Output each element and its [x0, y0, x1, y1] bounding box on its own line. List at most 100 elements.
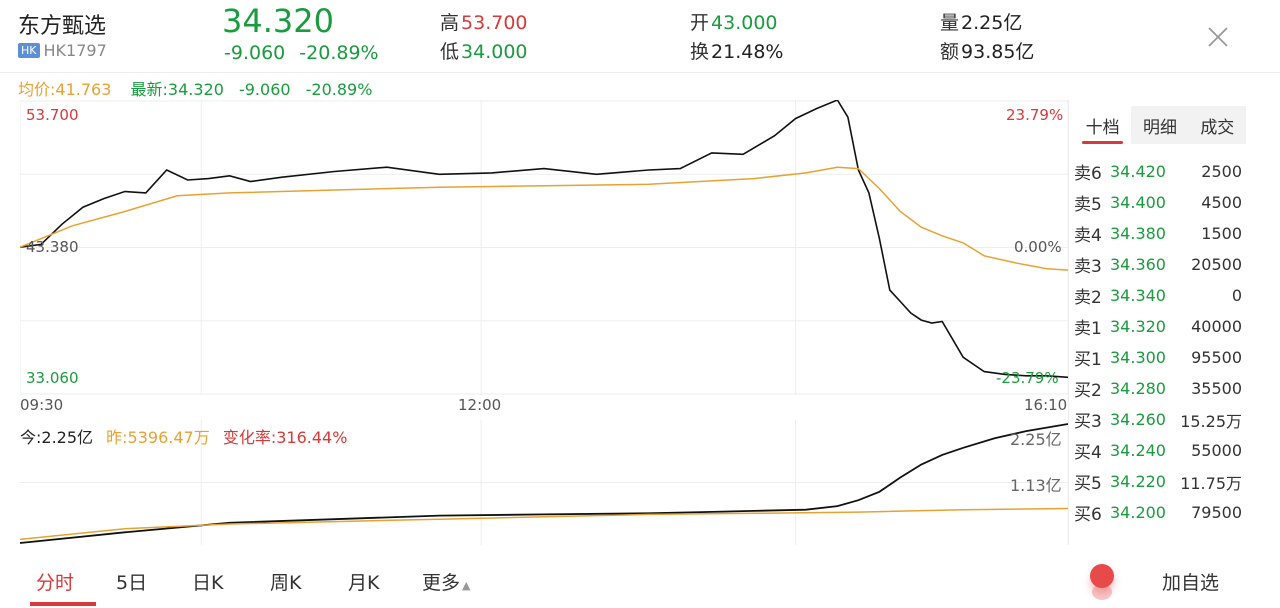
bid-row: 买5 34.220 11.75万	[1074, 466, 1246, 497]
amount-value: 93.85亿	[961, 41, 1035, 63]
bid-row: 买1 34.300 95500	[1074, 342, 1246, 373]
stock-name: 东方甄选	[18, 14, 107, 39]
level-qty: 40000	[1191, 317, 1242, 336]
close-icon[interactable]	[1206, 25, 1230, 49]
open-stat: 开 43.000	[690, 12, 778, 34]
tab-ten-levels[interactable]: 十档	[1074, 106, 1132, 144]
y-mid-label: 43.380	[26, 238, 79, 256]
latest-price: 34.320	[167, 80, 224, 99]
level-label: 卖6	[1074, 164, 1102, 184]
level-qty: 1500	[1201, 224, 1242, 243]
tab-weekly-k[interactable]: 周K	[270, 572, 302, 594]
tab-daily-k[interactable]: 日K	[192, 572, 224, 594]
chart-legend: 均价:41.763 最新:34.320 -9.060 -20.89%	[18, 80, 373, 99]
volume-max-label: 2.25亿	[1010, 430, 1062, 449]
level-qty: 15.25万	[1180, 411, 1242, 431]
ask-row: 卖1 34.320 40000	[1074, 311, 1246, 342]
avg-price-line	[20, 166, 1068, 271]
level-price: 34.260	[1110, 410, 1166, 429]
level-label: 卖4	[1074, 226, 1102, 246]
level-qty: 55000	[1191, 441, 1242, 460]
bid-row: 买6 34.200 79500	[1074, 497, 1246, 528]
level-qty: 95500	[1191, 348, 1242, 367]
volume-lines	[20, 423, 1068, 544]
tab-details[interactable]: 明细	[1131, 106, 1189, 144]
level-label: 买3	[1074, 412, 1102, 432]
level-price: 34.400	[1110, 193, 1166, 212]
volume-change-rate: 316.44%	[276, 428, 348, 447]
volume-today: 2.25亿	[41, 428, 94, 447]
bid-row: 买4 34.240 55000	[1074, 435, 1246, 466]
level-label: 卖1	[1074, 319, 1102, 339]
volume-yesterday: 5396.47万	[127, 428, 210, 447]
exchange-badge: HK	[18, 43, 40, 58]
turnover-value: 21.48%	[711, 41, 784, 63]
volume-legend: 今:2.25亿 昨:5396.47万 变化率:316.44%	[20, 428, 348, 447]
level-price: 34.220	[1110, 472, 1166, 491]
tab-more[interactable]: 更多 ▲	[422, 568, 470, 595]
add-watchlist-button[interactable]: 加自选	[1162, 572, 1220, 594]
x-tick-close: 16:10	[1024, 396, 1068, 414]
tab-trades[interactable]: 成交	[1188, 106, 1246, 144]
level-price: 34.300	[1110, 348, 1166, 367]
volume-stat: 量 2.25亿	[940, 12, 1023, 34]
level-qty: 79500	[1191, 503, 1242, 522]
tab-5day[interactable]: 5日	[116, 572, 148, 594]
level-label: 卖5	[1074, 195, 1102, 215]
level-label: 买5	[1074, 474, 1102, 494]
ask-row: 卖3 34.360 20500	[1074, 249, 1246, 280]
level-price: 34.280	[1110, 379, 1166, 398]
level-price: 34.320	[1110, 317, 1166, 336]
add-watchlist-icon[interactable]	[1090, 564, 1114, 588]
ask-row: 卖4 34.380 1500	[1074, 218, 1246, 249]
price-grid	[20, 100, 1068, 395]
bid-row: 买3 34.260 15.25万	[1074, 404, 1246, 435]
ask-row: 卖5 34.400 4500	[1074, 187, 1246, 218]
intraday-price-chart[interactable]	[20, 100, 1068, 395]
ask-row: 卖2 34.340 0	[1074, 280, 1246, 311]
level-price: 34.420	[1110, 162, 1166, 181]
current-price: 34.320	[222, 2, 334, 40]
add-shadow	[1092, 584, 1112, 600]
turnover-stat: 换 21.48%	[690, 41, 784, 63]
open-value: 43.000	[711, 12, 778, 34]
price-change-pct: -20.89%	[299, 42, 379, 64]
high-stat: 高 53.700	[440, 12, 528, 34]
level-label: 买4	[1074, 443, 1102, 463]
level-label: 买1	[1074, 350, 1102, 370]
level-qty: 20500	[1191, 255, 1242, 274]
level-label: 卖3	[1074, 257, 1102, 277]
x-tick-open: 09:30	[20, 396, 64, 414]
divider	[0, 72, 1280, 73]
ask-row: 卖6 34.420 2500	[1074, 156, 1246, 187]
tab-intraday[interactable]: 分时	[36, 572, 75, 594]
bid-row: 买2 34.280 35500	[1074, 373, 1246, 404]
x-tick-noon: 12:00	[458, 396, 502, 414]
latest-pct: -20.89%	[305, 80, 373, 99]
price-change: -9.060 -20.89%	[224, 42, 379, 64]
pct-mid-label: 0.00%	[1014, 238, 1062, 256]
pct-top-label: 23.79%	[1006, 106, 1064, 124]
stock-code-text: HK1797	[43, 41, 107, 60]
active-tab-indicator	[30, 602, 96, 606]
volume-chart[interactable]	[20, 420, 1068, 545]
level-price: 34.340	[1110, 286, 1166, 305]
panel-divider	[1068, 100, 1069, 545]
level-qty: 35500	[1191, 379, 1242, 398]
high-value: 53.700	[461, 12, 528, 34]
stock-code: HK HK1797	[18, 41, 107, 60]
low-stat: 低 34.000	[440, 41, 528, 63]
level-label: 买2	[1074, 381, 1102, 401]
volume-yesterday-line	[20, 507, 1068, 541]
y-top-label: 53.700	[26, 106, 79, 124]
tab-monthly-k[interactable]: 月K	[348, 572, 380, 594]
low-value: 34.000	[461, 41, 528, 63]
avg-price: 41.763	[55, 80, 112, 99]
tab-more-label: 更多	[422, 572, 461, 594]
level-price: 34.380	[1110, 224, 1166, 243]
volume-value: 2.25亿	[961, 12, 1023, 34]
price-line	[20, 100, 1068, 379]
order-book-tabs: 十档 明细 成交	[1074, 106, 1246, 144]
level-qty: 2500	[1201, 162, 1242, 181]
level-qty: 11.75万	[1180, 473, 1242, 493]
